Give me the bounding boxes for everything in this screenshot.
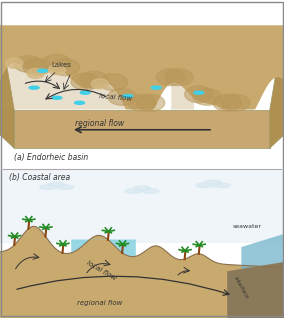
Circle shape (222, 94, 250, 111)
Polygon shape (46, 70, 57, 109)
Text: local flow: local flow (99, 93, 133, 102)
Circle shape (23, 59, 51, 75)
Polygon shape (11, 64, 23, 109)
Circle shape (14, 56, 43, 73)
Ellipse shape (48, 182, 65, 187)
Polygon shape (183, 87, 194, 109)
Polygon shape (14, 109, 270, 148)
Ellipse shape (125, 189, 142, 193)
Polygon shape (91, 83, 103, 109)
Polygon shape (57, 70, 68, 109)
Circle shape (165, 69, 193, 86)
Text: (a) Endorheic basin: (a) Endorheic basin (14, 153, 88, 162)
Polygon shape (171, 83, 183, 109)
Circle shape (99, 74, 128, 91)
Circle shape (91, 79, 108, 89)
Ellipse shape (151, 86, 161, 89)
Circle shape (156, 69, 185, 86)
Circle shape (80, 71, 108, 88)
Polygon shape (0, 25, 284, 109)
Polygon shape (0, 64, 11, 109)
Ellipse shape (29, 86, 39, 89)
Ellipse shape (52, 96, 62, 99)
Polygon shape (80, 86, 91, 109)
Circle shape (49, 65, 66, 75)
Ellipse shape (204, 180, 222, 185)
Circle shape (71, 73, 99, 90)
Circle shape (108, 88, 136, 105)
Ellipse shape (142, 189, 159, 193)
Ellipse shape (37, 69, 48, 72)
Text: seawater: seawater (233, 224, 262, 229)
Text: local flow: local flow (85, 260, 117, 282)
Ellipse shape (133, 186, 151, 190)
Polygon shape (227, 262, 284, 318)
Circle shape (213, 94, 241, 111)
Polygon shape (103, 83, 114, 109)
Circle shape (27, 68, 44, 79)
Polygon shape (0, 25, 14, 148)
Polygon shape (68, 77, 80, 109)
Ellipse shape (123, 94, 133, 98)
Polygon shape (270, 25, 284, 148)
Text: (b) Coastal area: (b) Coastal area (9, 173, 70, 182)
Polygon shape (34, 72, 46, 109)
Circle shape (136, 94, 165, 111)
Ellipse shape (57, 185, 74, 190)
Text: regional flow: regional flow (75, 119, 124, 128)
Circle shape (6, 58, 23, 68)
Polygon shape (71, 239, 136, 257)
Polygon shape (23, 67, 34, 109)
Polygon shape (0, 169, 284, 243)
Text: Lakes: Lakes (51, 62, 71, 68)
Ellipse shape (196, 183, 213, 188)
Circle shape (43, 54, 71, 71)
Polygon shape (241, 234, 284, 318)
Ellipse shape (213, 183, 230, 188)
Ellipse shape (74, 101, 85, 104)
Polygon shape (114, 89, 126, 109)
Ellipse shape (40, 185, 57, 190)
Circle shape (51, 59, 80, 76)
Ellipse shape (80, 91, 90, 94)
Polygon shape (0, 226, 284, 318)
Circle shape (128, 94, 156, 111)
Text: regional flow: regional flow (77, 300, 122, 306)
Circle shape (185, 86, 213, 103)
Ellipse shape (194, 91, 204, 94)
Text: interface: interface (233, 276, 250, 300)
Circle shape (193, 88, 222, 105)
